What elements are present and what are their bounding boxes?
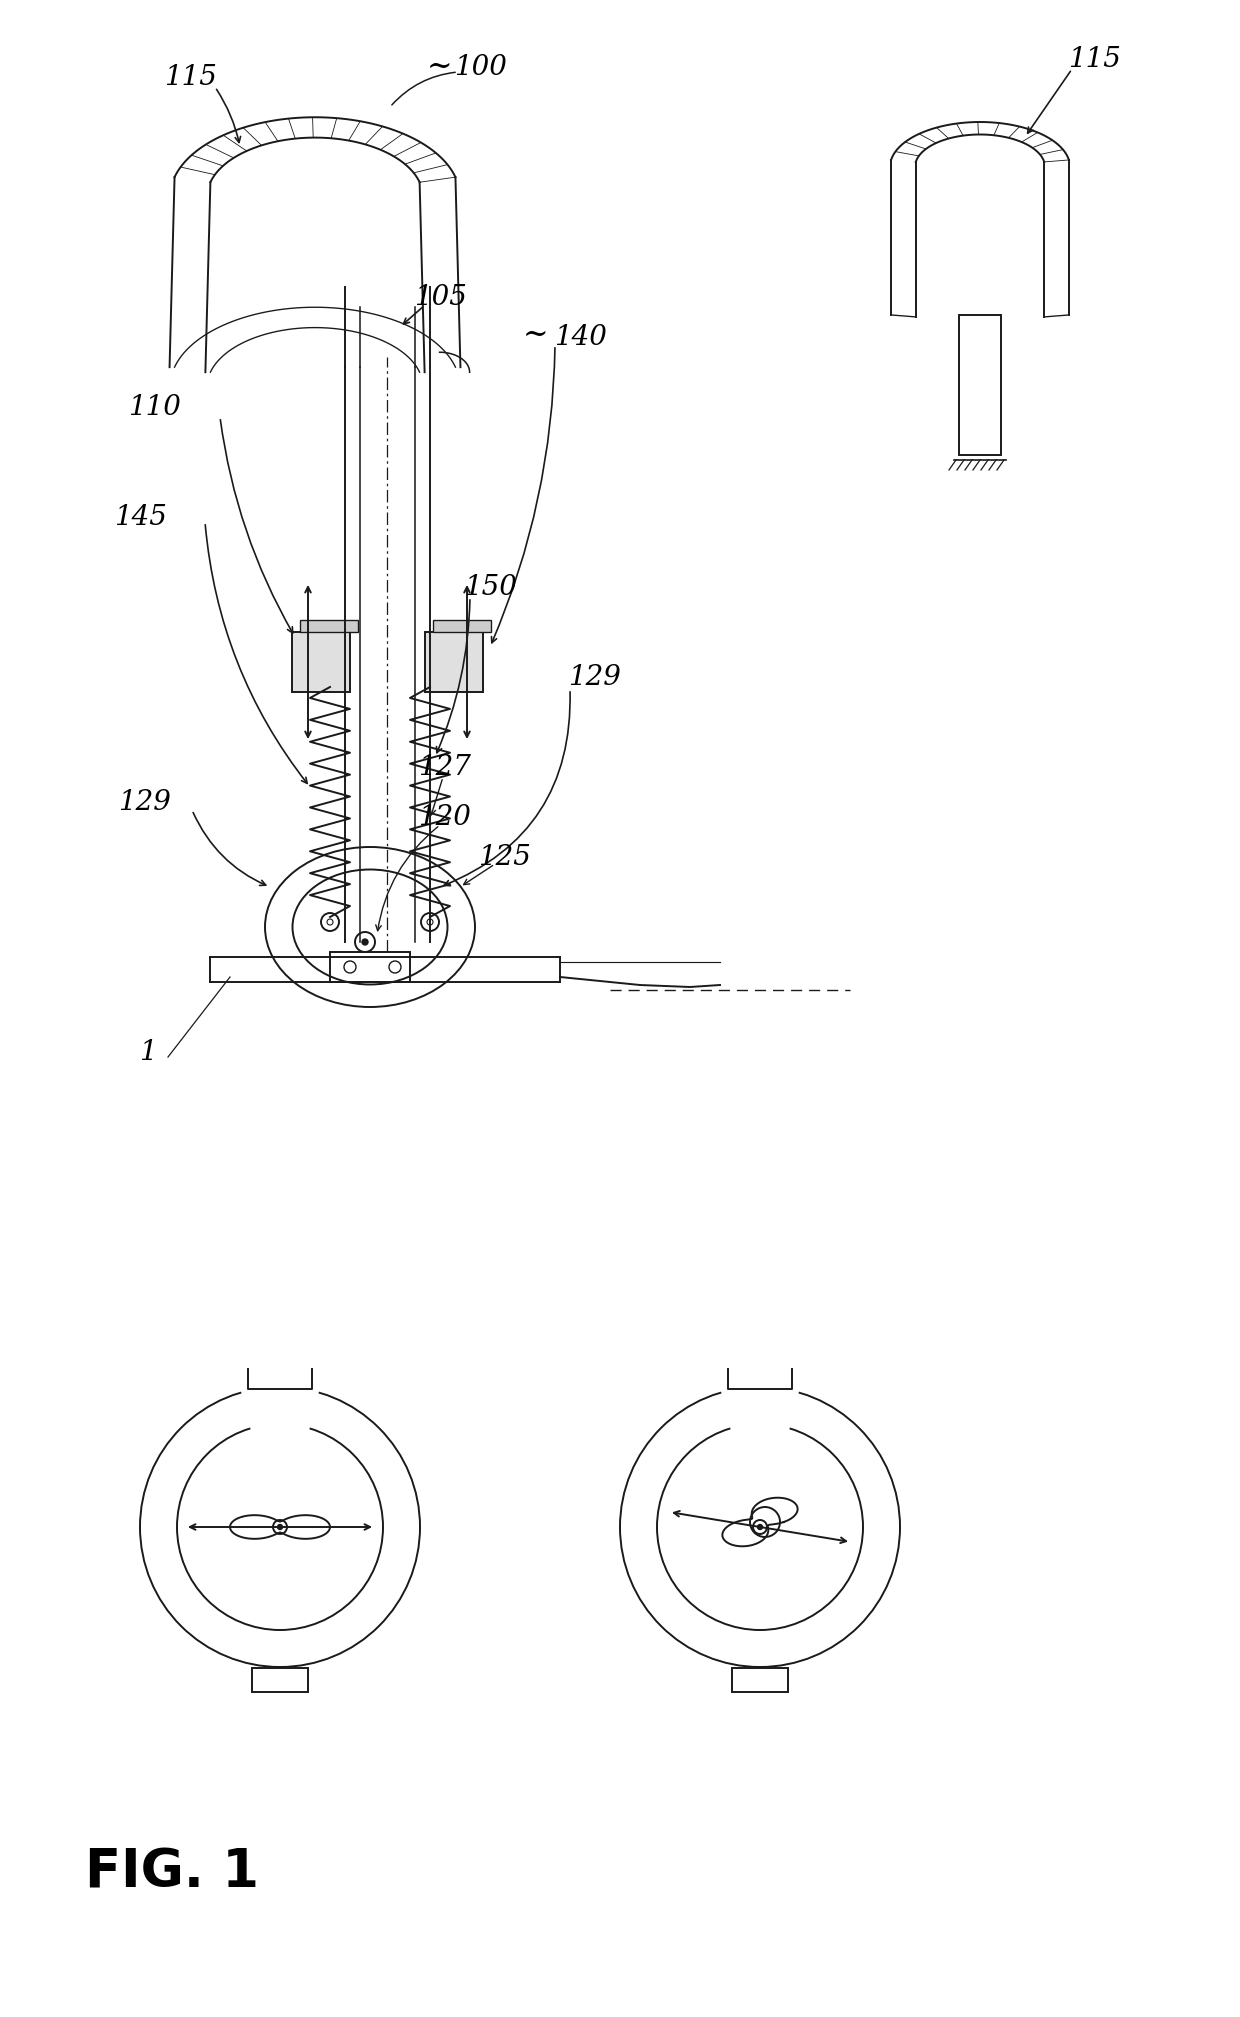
Text: 129: 129	[119, 789, 171, 815]
Circle shape	[362, 940, 368, 946]
Bar	[425, 631, 484, 692]
Text: 110: 110	[129, 393, 181, 420]
Bar	[300, 619, 358, 631]
Circle shape	[758, 1525, 763, 1529]
Text: 150: 150	[464, 573, 516, 601]
Bar	[291, 631, 350, 692]
Text: ~: ~	[428, 52, 453, 83]
Bar	[433, 619, 491, 631]
Text: 1: 1	[139, 1039, 156, 1065]
Circle shape	[422, 914, 439, 932]
Text: 120: 120	[419, 803, 471, 831]
Text: 145: 145	[114, 504, 166, 530]
Circle shape	[273, 1521, 286, 1535]
Circle shape	[427, 920, 433, 926]
Text: 115: 115	[1069, 46, 1121, 73]
Text: ~: ~	[522, 319, 548, 351]
Circle shape	[753, 1521, 768, 1535]
Text: 100: 100	[454, 54, 506, 81]
Bar	[252, 1668, 308, 1692]
Text: 129: 129	[569, 664, 621, 690]
Bar	[330, 952, 410, 982]
Bar	[959, 315, 1001, 456]
Text: 125: 125	[479, 843, 532, 871]
Circle shape	[278, 1525, 283, 1529]
Circle shape	[321, 914, 339, 932]
Bar	[732, 1668, 787, 1692]
Text: 105: 105	[414, 284, 466, 311]
Text: FIG. 1: FIG. 1	[86, 1846, 259, 1898]
Text: 127: 127	[419, 754, 471, 781]
Text: 115: 115	[164, 63, 217, 91]
Circle shape	[327, 920, 334, 926]
Text: 140: 140	[553, 323, 606, 351]
